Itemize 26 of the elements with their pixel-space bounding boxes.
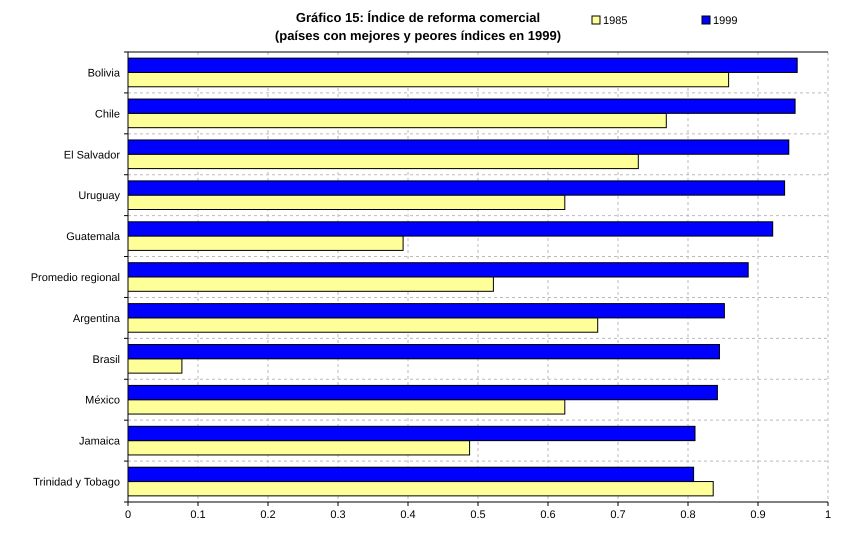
y-tick-label: Chile: [94, 108, 120, 120]
y-tick-label: Guatemala: [66, 231, 121, 244]
x-tick-label: 0.6: [540, 509, 556, 521]
x-tick-label: 0.2: [260, 509, 276, 521]
x-tick-label: 0.7: [610, 509, 626, 521]
y-tick-label: México: [85, 394, 120, 407]
x-tick-label: 0.5: [470, 509, 486, 521]
x-tick-label: 0.1: [190, 509, 206, 521]
y-tick-label: El Salvador: [64, 149, 120, 162]
x-tick-label: 1: [824, 509, 832, 521]
legend-label: 1985: [603, 15, 628, 27]
x-tick-label: 0.3: [330, 509, 346, 521]
y-tick-label: Argentina: [72, 312, 121, 325]
legend-label: 1999: [713, 15, 738, 27]
x-tick-label: 0.9: [750, 509, 766, 521]
y-tick-label: Promedio regional: [30, 272, 120, 284]
x-tick-label: 0: [124, 509, 132, 521]
x-tick-label: 0.4: [400, 509, 416, 521]
y-tick-label: Brasil: [92, 354, 120, 366]
x-tick-label: 0.8: [680, 509, 696, 521]
y-tick-label: Jamaica: [79, 436, 121, 448]
y-tick-label: Trinidad y Tobago: [33, 476, 120, 489]
chart-subtitle: (países con mejores y peores índices en 1999): [274, 28, 562, 43]
y-tick-label: Bolivia: [88, 67, 121, 80]
chart-title: Gráfico 15: Índice de reforma comercial: [296, 10, 540, 25]
y-tick-label: Uruguay: [78, 190, 120, 202]
